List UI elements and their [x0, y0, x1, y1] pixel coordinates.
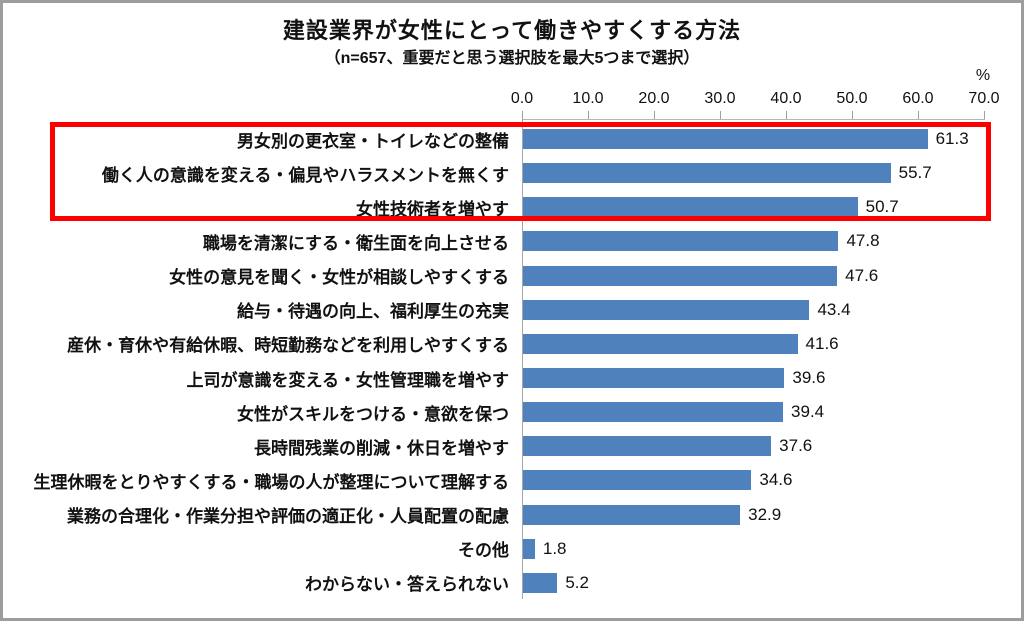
x-axis-tick-mark [984, 111, 985, 119]
x-axis-tick-label: 50.0 [836, 90, 868, 107]
category-label: 女性の意見を聞く・女性が相談しやすくする [169, 268, 509, 288]
x-axis-tick-label: 30.0 [704, 90, 736, 107]
category-label: 業務の合理化・作業分担や評価の適正化・人員配置の配慮 [67, 507, 509, 527]
bar-area: 5.2 [523, 566, 1021, 600]
bar [523, 231, 839, 252]
bar-area: 43.4 [523, 293, 1021, 327]
bar-area: 39.4 [523, 395, 1021, 429]
category-label: 給与・待遇の向上、福利厚生の充実 [237, 302, 509, 322]
chart-row: 働く人の意識を変える・偏見やハラスメントを無くす 55.7 [3, 156, 1021, 190]
chart-subtitle: （n=657、重要だと思う選択肢を最大5つまで選択） [324, 50, 700, 67]
bar-area: 32.9 [523, 498, 1021, 532]
bar [523, 163, 891, 184]
bar-area: 61.3 [523, 122, 1021, 156]
bar-area: 50.7 [523, 190, 1021, 224]
bar-area: 47.8 [523, 224, 1021, 258]
chart-row: 業務の合理化・作業分担や評価の適正化・人員配置の配慮 32.9 [3, 498, 1021, 532]
category-label: その他 [458, 541, 509, 561]
bar [523, 197, 858, 218]
value-label: 41.6 [805, 333, 839, 353]
chart-row: 男女別の更衣室・トイレなどの整備 61.3 [3, 122, 1021, 156]
value-label: 39.6 [792, 368, 826, 388]
value-label: 5.2 [565, 572, 589, 592]
bar-area: 37.6 [523, 429, 1021, 463]
value-label: 47.6 [845, 265, 879, 285]
chart-row: 上司が意識を変える・女性管理職を増やす 39.6 [3, 361, 1021, 395]
bar-area: 47.6 [523, 259, 1021, 293]
bar-area: 1.8 [523, 532, 1021, 566]
chart-title: 建設業界が女性にとって働きやすくする方法 [282, 18, 742, 43]
x-axis-tick-mark [522, 111, 523, 119]
x-axis-line [522, 119, 985, 120]
bar [523, 265, 838, 286]
axis-unit-label: % [975, 67, 991, 84]
bar [523, 436, 772, 457]
bar-area: 39.6 [523, 361, 1021, 395]
bar [523, 402, 784, 423]
bar [523, 572, 558, 593]
chart-row: 女性技術者を増やす 50.7 [3, 190, 1021, 224]
value-label: 55.7 [898, 163, 932, 183]
x-axis-tick-label: 20.0 [638, 90, 670, 107]
x-axis-tick-mark [720, 111, 721, 119]
chart-row: その他 1.8 [3, 532, 1021, 566]
category-label: 生理休暇をとりやすくする・職場の人が整理について理解する [33, 472, 510, 492]
category-label: わからない・答えられない [305, 575, 509, 595]
x-axis-tick-label: 0.0 [510, 90, 534, 107]
x-axis-tick-label: 60.0 [902, 90, 934, 107]
bar [523, 470, 752, 491]
value-label: 50.7 [865, 197, 899, 217]
category-label: 上司が意識を変える・女性管理職を増やす [186, 370, 510, 390]
value-label: 47.8 [846, 231, 880, 251]
chart-row: 生理休暇をとりやすくする・職場の人が整理について理解する 34.6 [3, 463, 1021, 497]
category-label: 産休・育休や有給休暇、時短勤務などを利用しやすくする [67, 336, 509, 356]
value-label: 32.9 [748, 504, 782, 524]
bar-area: 41.6 [523, 327, 1021, 361]
x-axis-tick-mark [786, 111, 787, 119]
bar-rows: 男女別の更衣室・トイレなどの整備 61.3 働く人の意識を変える・偏見やハラスメント… [3, 122, 1021, 600]
bar-area: 34.6 [523, 463, 1021, 497]
value-label: 43.4 [817, 299, 851, 319]
x-axis-tick-mark [588, 111, 589, 119]
bar [523, 538, 535, 559]
bar [523, 129, 928, 150]
category-label: 女性がスキルをつける・意欲を保つ [237, 404, 509, 424]
x-axis-tick-mark [654, 111, 655, 119]
bar [523, 368, 785, 389]
chart-row: 女性がスキルをつける・意欲を保つ 39.4 [3, 395, 1021, 429]
category-label: 長時間残業の削減・休日を増やす [254, 438, 509, 458]
chart-row: わからない・答えられない 5.2 [3, 566, 1021, 600]
value-label: 61.3 [935, 129, 969, 149]
chart-row: 産休・育休や有給休暇、時短勤務などを利用しやすくする 41.6 [3, 327, 1021, 361]
x-axis-tick-mark [852, 111, 853, 119]
value-label: 1.8 [542, 538, 567, 558]
chart-row: 職場を清潔にする・衛生面を向上させる 47.8 [3, 224, 1021, 258]
bar [523, 504, 741, 525]
category-label: 男女別の更衣室・トイレなどの整備 [237, 131, 509, 151]
category-label: 職場を清潔にする・衛生面を向上させる [202, 233, 509, 253]
chart-row: 給与・待遇の向上、福利厚生の充実 43.4 [3, 293, 1021, 327]
x-axis-tick-label: 10.0 [572, 90, 604, 107]
bar [523, 333, 798, 354]
value-label: 39.4 [791, 402, 825, 422]
x-axis-tick-label: 70.0 [968, 90, 1000, 107]
x-axis-tick-label: 40.0 [770, 90, 802, 107]
bar-area: 55.7 [523, 156, 1021, 190]
category-label: 働く人の意識を変える・偏見やハラスメントを無くす [101, 165, 509, 185]
value-label: 34.6 [759, 470, 793, 490]
bar [523, 299, 810, 320]
category-label: 女性技術者を増やす [356, 199, 509, 219]
chart-row: 長時間残業の削減・休日を増やす 37.6 [3, 429, 1021, 463]
x-axis-tick-mark [918, 111, 919, 119]
y-axis-line [522, 119, 523, 599]
chart-row: 女性の意見を聞く・女性が相談しやすくする 47.6 [3, 259, 1021, 293]
value-label: 37.6 [779, 436, 813, 456]
